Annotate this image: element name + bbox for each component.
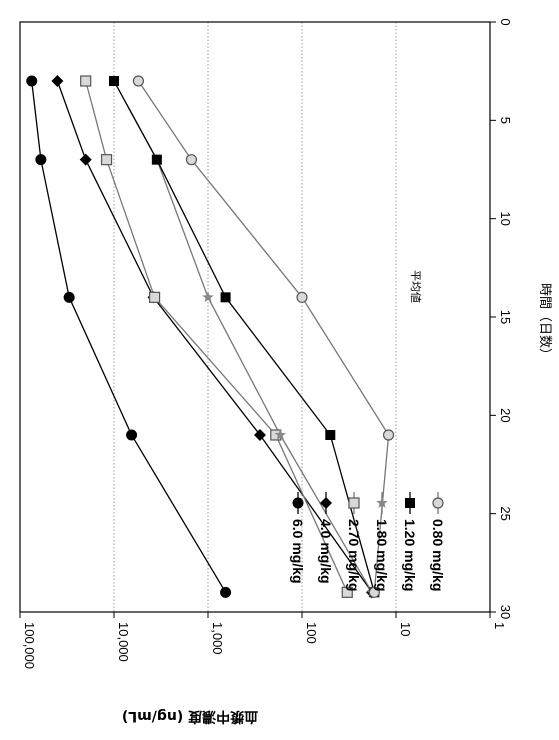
x-tick-label: 5 [498,117,513,124]
mean-value-note: 平均値 [409,270,422,303]
legend-label: 0.80 mg/kg [430,519,446,591]
data-point [27,76,37,86]
plot-frame [20,22,490,612]
data-point [254,429,266,441]
y-tick-label: 1 [492,622,507,629]
legend-label: 1.20 mg/kg [402,519,418,591]
x-tick-label: 20 [498,408,513,422]
legend: 6.0 mg/kg 4.0 mg/kg 2.70 mg/kg 1.80 mg/kg 1.… [290,492,446,591]
x-axis-title: 時間（日数） [537,283,552,361]
data-point [405,498,415,508]
data-point [433,498,443,508]
data-point [51,75,63,87]
axes [20,22,490,612]
data-point [152,155,162,165]
data-point [186,155,196,165]
x-tick-label: 25 [498,506,513,520]
x-tick-label: 30 [498,605,513,619]
data-point [221,587,231,597]
data-point [202,291,213,302]
legend-label: 1.80 mg/kg [374,519,390,591]
y-tick-label: 100 [304,622,319,644]
y-axis-ticks: 1 10 100 1,000 10,000 100,000 [20,612,507,669]
data-point [384,430,394,440]
data-point [150,292,160,302]
data-point [102,155,112,165]
x-tick-label: 0 [498,18,513,25]
x-axis-ticks: 0 5 10 15 20 25 30 [490,18,513,619]
x-tick-label: 15 [498,310,513,324]
data-point [80,154,92,166]
data-point [133,76,143,86]
data-point [109,76,119,86]
data-point [325,430,335,440]
y-tick-label: 10 [398,622,413,636]
data-point [349,498,359,508]
data-point [297,292,307,302]
x-tick-label: 10 [498,211,513,225]
series-markers [27,75,394,598]
data-point [36,155,46,165]
data-point [221,292,231,302]
series-line [138,81,388,592]
data-point [293,498,303,508]
y-tick-label: 10,000 [116,622,131,662]
data-point [81,76,91,86]
y-tick-label: 100,000 [22,622,37,669]
series-line [86,81,348,592]
legend-label: 2.70 mg/kg [346,519,362,591]
legend-label: 4.0 mg/kg [318,519,334,584]
legend-label: 6.0 mg/kg [290,519,306,584]
data-point [127,430,137,440]
y-tick-label: 1,000 [210,622,225,655]
y-axis-title: 血漿中濃度 (ng/mL) [122,708,258,725]
data-point [64,292,74,302]
